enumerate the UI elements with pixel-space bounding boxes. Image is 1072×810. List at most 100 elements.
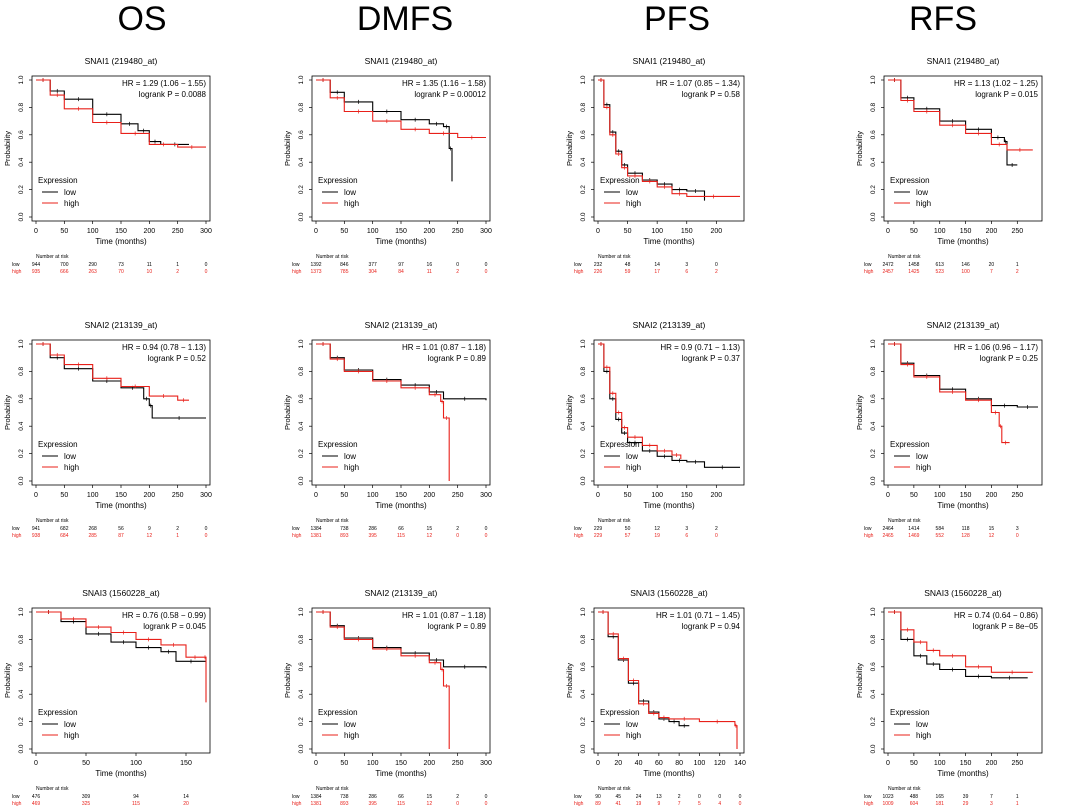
- legend-label-low: low: [64, 452, 76, 461]
- risk-value-low: 15: [427, 794, 433, 800]
- km-curve-high: [598, 79, 740, 197]
- y-tick-label: 0.0: [298, 476, 305, 485]
- risk-value-high: 89: [595, 801, 601, 807]
- risk-value-high: 0: [456, 801, 459, 807]
- risk-row-label-low: low: [12, 526, 20, 532]
- km-curve-high: [598, 343, 682, 460]
- y-tick-label: 0.2: [18, 449, 25, 458]
- km-panel-pfs-snai2: SNAI2 (213139_at) 0.0 0.2 0.4 0.6 0.8 1.0 Proba…: [565, 320, 745, 539]
- y-tick-label: 0.2: [298, 185, 305, 194]
- risk-value-low: 2: [176, 526, 179, 532]
- risk-value-high: 0: [485, 801, 488, 807]
- y-tick-label: 1.0: [298, 75, 305, 84]
- risk-value-high: 115: [397, 533, 405, 539]
- risk-value-low: 232: [594, 262, 603, 268]
- risk-value-low: 146: [961, 262, 970, 268]
- risk-value-high: 938: [32, 533, 41, 539]
- risk-value-high: 87: [118, 533, 124, 539]
- logrank-annotation: logrank P = 0.37: [682, 354, 741, 363]
- risk-table-title: Number at risk: [888, 254, 921, 260]
- risk-value-low: 66: [398, 794, 404, 800]
- risk-table-title: Number at risk: [598, 786, 631, 792]
- y-tick-label: 0.6: [580, 662, 587, 671]
- y-tick-label: 0.6: [580, 394, 587, 403]
- risk-value-high: 115: [397, 801, 405, 807]
- hr-annotation: HR = 1.01 (0.71 − 1.45): [656, 611, 740, 620]
- y-tick-label: 0.4: [870, 157, 877, 166]
- km-panel-os-snai1: SNAI1 (219480_at) 0.0 0.2 0.4 0.6 0.8 1.0 Proba…: [3, 56, 212, 275]
- risk-table-title: Number at risk: [316, 786, 349, 792]
- x-tick-label: 150: [681, 492, 693, 499]
- logrank-annotation: logrank P = 8e−05: [973, 622, 1039, 631]
- y-tick-label: 0.0: [580, 212, 587, 221]
- y-tick-label: 0.8: [18, 635, 25, 644]
- y-axis-label: Probability: [283, 663, 292, 698]
- x-tick-label: 20: [614, 760, 622, 767]
- risk-value-low: 14: [183, 794, 189, 800]
- legend-title: Expression: [890, 440, 930, 449]
- panel-title: SNAI1 (219480_at): [633, 56, 706, 66]
- x-tick-label: 50: [60, 228, 68, 235]
- x-tick-label: 50: [340, 760, 348, 767]
- x-axis-label: Time (months): [95, 769, 147, 778]
- risk-value-low: 2: [715, 526, 718, 532]
- risk-value-high: 3: [990, 801, 993, 807]
- x-tick-label: 100: [934, 760, 946, 767]
- y-axis-label: Probability: [565, 395, 574, 430]
- risk-value-high: 304: [368, 269, 377, 275]
- y-tick-label: 0.6: [18, 130, 25, 139]
- logrank-annotation: logrank P = 0.89: [428, 622, 487, 631]
- risk-value-high: 0: [1016, 533, 1019, 539]
- y-tick-label: 0.4: [18, 157, 25, 166]
- x-tick-label: 50: [910, 760, 918, 767]
- y-tick-label: 0.0: [870, 476, 877, 485]
- y-tick-label: 0.4: [870, 689, 877, 698]
- x-tick-label: 200: [710, 228, 722, 235]
- risk-value-low: 2: [678, 794, 681, 800]
- y-tick-label: 0.6: [870, 394, 877, 403]
- hr-annotation: HR = 1.07 (0.85 − 1.34): [656, 79, 740, 88]
- risk-value-high: 395: [368, 533, 377, 539]
- y-tick-label: 1.0: [298, 339, 305, 348]
- x-tick-label: 100: [130, 760, 142, 767]
- risk-value-high: 7: [678, 801, 681, 807]
- x-tick-label: 100: [694, 760, 706, 767]
- risk-value-low: 1384: [310, 526, 321, 532]
- y-axis-label: Probability: [565, 663, 574, 698]
- x-tick-label: 50: [624, 492, 632, 499]
- risk-value-high: 785: [340, 269, 349, 275]
- risk-value-high: 10: [147, 269, 153, 275]
- y-tick-label: 1.0: [18, 607, 25, 616]
- column-header-os: OS: [117, 0, 167, 38]
- x-tick-label: 150: [960, 760, 972, 767]
- risk-value-low: 48: [625, 262, 631, 268]
- risk-value-low: 16: [427, 262, 433, 268]
- y-tick-label: 0.0: [18, 476, 25, 485]
- x-tick-label: 0: [596, 760, 600, 767]
- y-axis-label: Probability: [3, 395, 12, 430]
- legend-label-low: low: [916, 720, 928, 729]
- x-tick-label: 0: [314, 760, 318, 767]
- x-tick-label: 250: [452, 228, 464, 235]
- risk-value-low: 1: [176, 262, 179, 268]
- legend-title: Expression: [318, 440, 358, 449]
- risk-row-label-high: high: [864, 533, 874, 539]
- risk-value-low: 0: [718, 794, 721, 800]
- panel-title: SNAI1 (219480_at): [85, 56, 158, 66]
- y-tick-label: 0.0: [298, 212, 305, 221]
- x-axis-label: Time (months): [375, 501, 427, 510]
- risk-row-label-low: low: [292, 262, 300, 268]
- risk-row-label-low: low: [574, 794, 582, 800]
- y-tick-label: 0.0: [298, 744, 305, 753]
- plot-frame: [883, 339, 1043, 486]
- risk-value-low: 229: [594, 526, 603, 532]
- x-tick-label: 250: [1011, 760, 1023, 767]
- x-tick-label: 40: [635, 760, 643, 767]
- x-tick-label: 200: [423, 492, 435, 499]
- risk-value-high: 1381: [310, 801, 321, 807]
- x-axis-label: Time (months): [95, 237, 147, 246]
- legend-label-low: low: [344, 452, 356, 461]
- risk-value-low: 0: [715, 262, 718, 268]
- x-tick-label: 250: [172, 228, 184, 235]
